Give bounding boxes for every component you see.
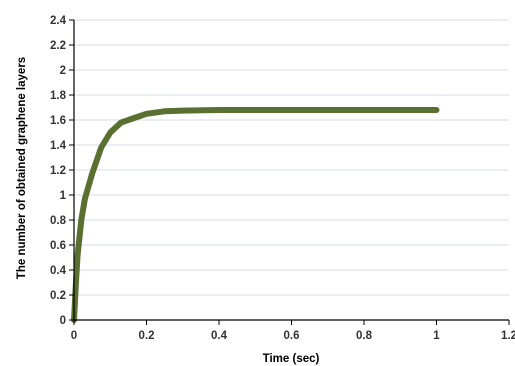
data-point <box>121 122 122 123</box>
y-axis-title: The number of obtained graphene layers <box>16 57 28 279</box>
x-tick-label: 0.4 <box>211 330 228 342</box>
x-axis-title: Time (sec) <box>263 353 320 365</box>
y-tick-label: 1.8 <box>50 90 67 102</box>
x-tick-label: 1 <box>433 330 440 342</box>
x-tick-label: 1.2 <box>501 330 515 342</box>
y-tick-label: 1 <box>60 190 67 202</box>
y-tick-label: 1.4 <box>50 140 67 152</box>
data-point <box>92 173 93 174</box>
data-point <box>110 132 111 133</box>
data-point <box>182 110 183 111</box>
data-point <box>146 113 147 114</box>
x-tick-label: 0.6 <box>284 330 300 342</box>
data-point <box>75 284 76 285</box>
y-tick-label: 2.2 <box>50 40 66 52</box>
data-point <box>81 219 82 220</box>
axes <box>69 19 510 325</box>
y-tick-label: 0.6 <box>50 240 66 252</box>
data-point <box>363 109 364 110</box>
y-tick-label: 0.4 <box>50 265 67 277</box>
x-tick-label: 0.2 <box>139 330 155 342</box>
data-point <box>218 109 219 110</box>
data-point <box>84 198 85 199</box>
data-point <box>291 109 292 110</box>
series-layer <box>71 107 440 323</box>
y-tick-labels: 0 0.2 0.4 0.6 0.8 1 1.2 1.4 1.6 1.8 2 2.2 2.4 <box>50 15 67 327</box>
series-line <box>71 107 440 323</box>
data-point <box>101 147 102 148</box>
y-tick-label: 0.2 <box>50 290 66 302</box>
x-tick-labels: 0 0.2 0.4 0.6 0.8 1 1.2 <box>71 330 515 342</box>
x-tick-label: 0 <box>71 330 77 342</box>
y-tick-label: 0.8 <box>50 215 67 227</box>
y-tick-label: 2 <box>60 65 66 77</box>
data-point <box>164 111 165 112</box>
grid-lines <box>74 19 509 296</box>
data-point <box>77 254 78 255</box>
y-tick-label: 0 <box>60 315 66 327</box>
y-tick-label: 1.2 <box>50 165 66 177</box>
x-tick-label: 0.8 <box>356 330 373 342</box>
data-point <box>436 109 437 110</box>
y-tick-label: 1.6 <box>50 115 66 127</box>
data-point <box>135 117 136 118</box>
y-tick-label: 2.4 <box>50 15 67 27</box>
